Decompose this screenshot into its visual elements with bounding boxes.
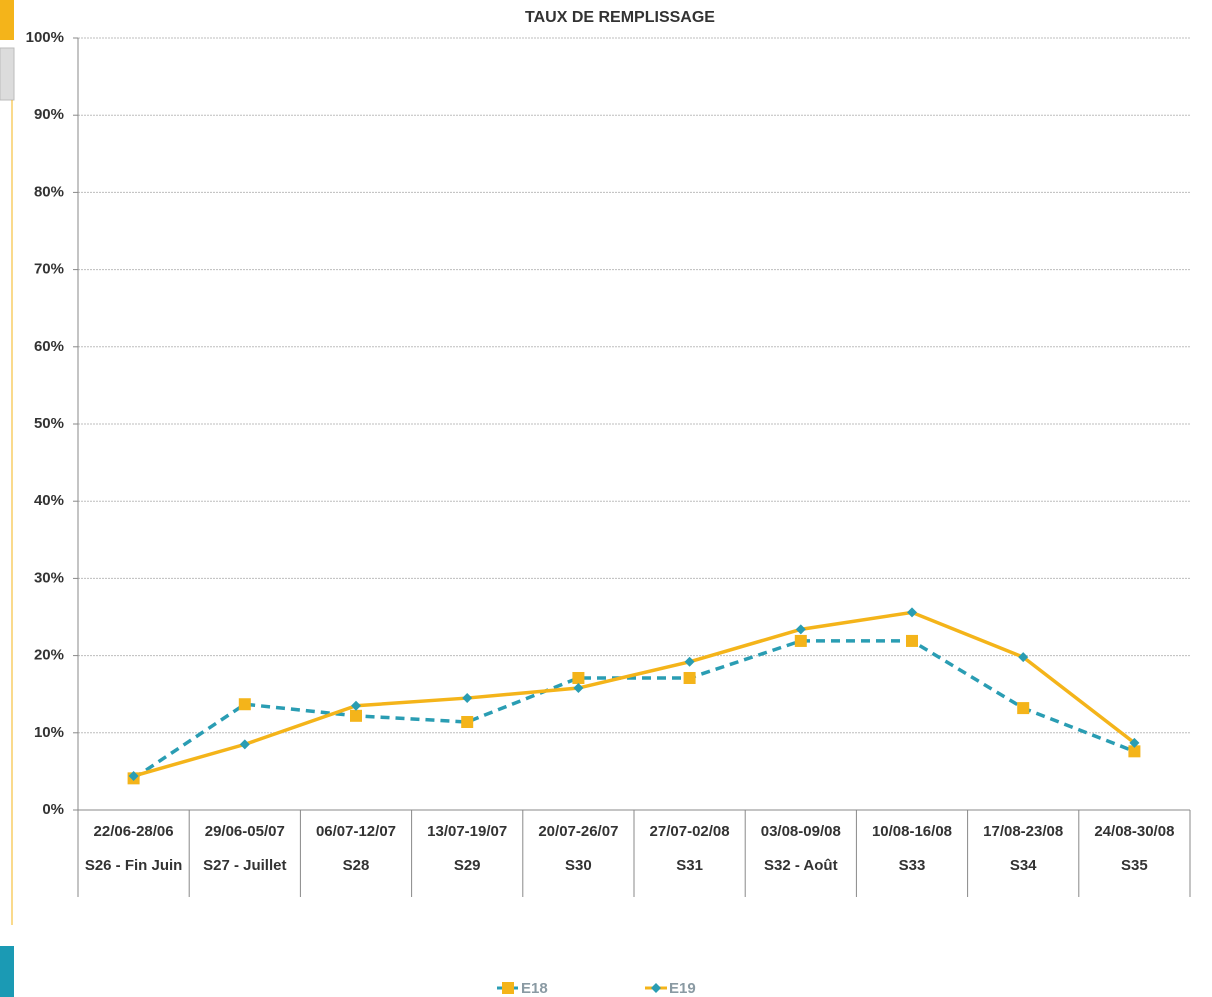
x-group-label: S35 <box>1121 857 1148 874</box>
x-tick-label: 13/07-19/07 <box>427 823 508 840</box>
series-line <box>132 639 1136 780</box>
chart-title: TAUX DE REMPLISSAGE <box>525 9 715 26</box>
series-line <box>133 610 1136 778</box>
x-tick-label: 27/07-02/08 <box>649 823 730 840</box>
y-tick-label: 100% <box>26 29 64 46</box>
marker <box>795 624 806 635</box>
x-group-label: S33 <box>898 857 926 874</box>
marker <box>794 634 807 647</box>
y-tick-label: 90% <box>34 106 64 123</box>
marker <box>1128 745 1141 758</box>
marker <box>502 982 514 994</box>
marker <box>350 709 362 722</box>
x-group-label: S34 <box>1009 857 1037 874</box>
y-tick-label: 30% <box>34 569 64 586</box>
x-tick-label: 24/08-30/08 <box>1094 823 1175 840</box>
x-group-label: S31 <box>676 857 703 874</box>
marker <box>573 683 584 694</box>
y-tick-label: 80% <box>34 183 64 200</box>
x-tick-label: 20/07-26/07 <box>538 823 619 840</box>
x-group-label: S30 <box>565 857 592 874</box>
marker <box>462 693 473 704</box>
y-tick-label: 0% <box>42 801 64 818</box>
x-group-label: S28 <box>342 857 370 874</box>
marker <box>238 698 251 711</box>
y-tick-label: 60% <box>34 338 64 355</box>
marker <box>1017 702 1030 715</box>
y-tick-label: 40% <box>34 492 64 509</box>
y-tick-label: 70% <box>34 261 64 278</box>
marker <box>907 607 917 618</box>
x-tick-label: 10/08-16/08 <box>871 823 953 840</box>
marker <box>572 671 585 684</box>
side-tab <box>0 946 14 997</box>
x-tick-label: 17/08-23/08 <box>983 823 1064 840</box>
y-tick-label: 20% <box>34 647 64 664</box>
marker <box>906 634 918 647</box>
x-group-label: S29 <box>453 857 481 874</box>
marker <box>684 656 695 667</box>
x-tick-label: 03/08-09/08 <box>760 823 841 840</box>
legend-label: E18 <box>521 980 548 997</box>
x-group-label: S26 - Fin Juin <box>84 857 183 874</box>
x-tick-label: 29/06-05/07 <box>204 823 285 840</box>
side-tab <box>0 0 14 40</box>
x-group-label: S27 - Juillet <box>203 857 287 874</box>
y-tick-label: 10% <box>34 724 64 741</box>
marker <box>351 700 361 711</box>
marker <box>1018 652 1029 663</box>
x-tick-label: 06/07-12/07 <box>315 823 397 840</box>
side-tab <box>0 47 15 101</box>
legend-label: E19 <box>669 980 696 997</box>
marker <box>239 739 250 750</box>
marker <box>128 771 139 782</box>
marker <box>1129 737 1140 748</box>
marker <box>651 983 661 993</box>
y-tick-label: 50% <box>34 415 64 432</box>
x-group-label: S32 - Août <box>763 857 838 874</box>
x-tick-label: 22/06-28/06 <box>93 823 174 840</box>
marker <box>683 671 696 684</box>
marker <box>461 715 474 728</box>
